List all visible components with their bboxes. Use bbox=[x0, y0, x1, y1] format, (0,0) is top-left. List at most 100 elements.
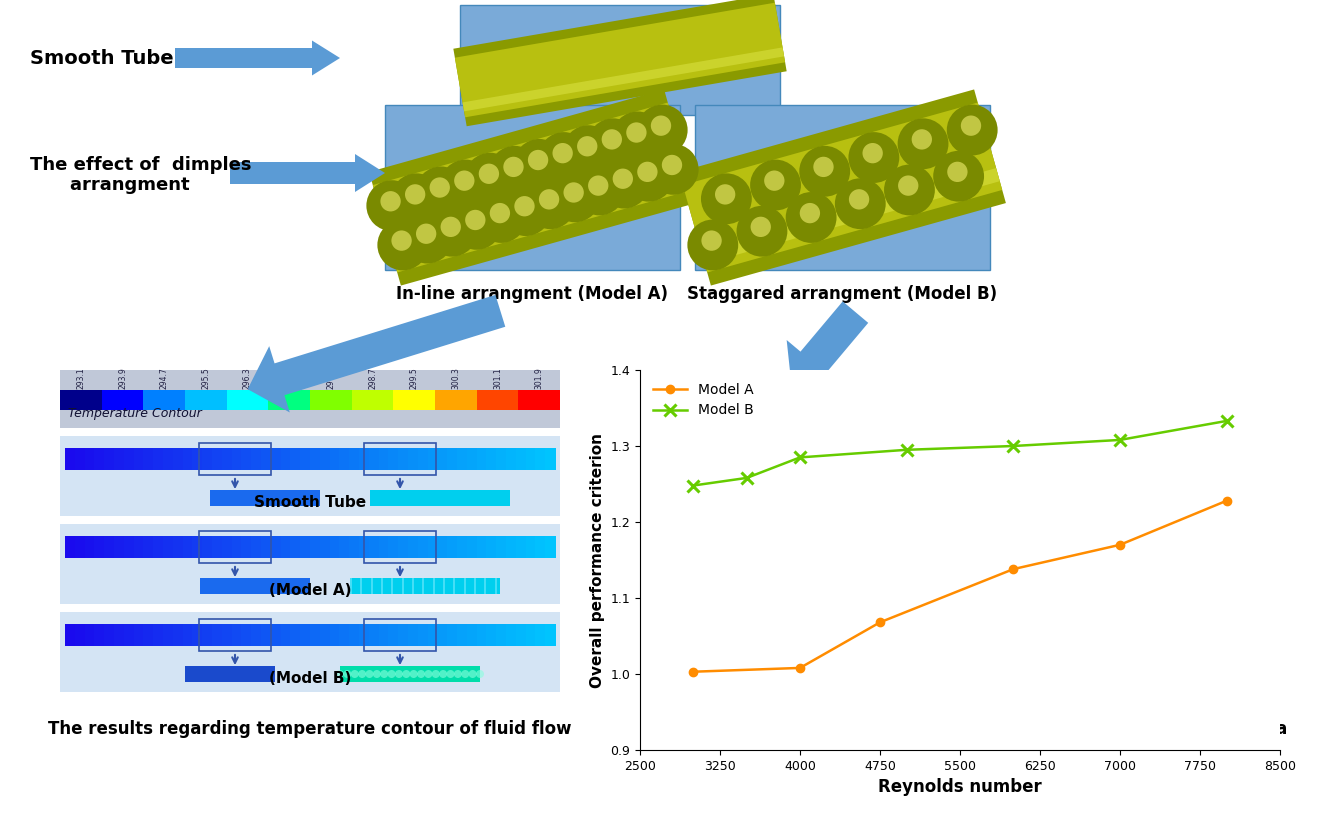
Bar bbox=[65, 536, 555, 558]
Circle shape bbox=[478, 164, 499, 184]
Bar bbox=[309, 448, 321, 470]
Bar bbox=[515, 536, 527, 558]
Bar bbox=[163, 624, 174, 646]
Bar bbox=[467, 536, 478, 558]
Circle shape bbox=[405, 184, 425, 204]
Bar bbox=[222, 624, 232, 646]
Circle shape bbox=[394, 670, 402, 678]
Circle shape bbox=[911, 129, 932, 149]
Circle shape bbox=[552, 143, 572, 164]
Bar bbox=[515, 448, 527, 470]
Bar bbox=[280, 624, 291, 646]
Circle shape bbox=[503, 157, 523, 177]
Polygon shape bbox=[369, 90, 696, 286]
Circle shape bbox=[849, 189, 870, 209]
Circle shape bbox=[538, 132, 590, 183]
Bar bbox=[418, 448, 429, 470]
Polygon shape bbox=[355, 154, 385, 192]
Bar bbox=[428, 448, 438, 470]
Bar bbox=[143, 624, 154, 646]
Bar bbox=[201, 578, 309, 594]
Bar bbox=[388, 624, 400, 646]
Bar bbox=[262, 536, 272, 558]
Circle shape bbox=[465, 153, 515, 203]
Bar bbox=[477, 390, 518, 410]
Circle shape bbox=[550, 172, 600, 222]
Bar bbox=[526, 624, 537, 646]
Bar bbox=[457, 448, 467, 470]
Bar bbox=[457, 536, 467, 558]
Bar bbox=[94, 536, 105, 558]
Circle shape bbox=[750, 217, 770, 237]
Bar bbox=[104, 624, 116, 646]
Bar bbox=[85, 624, 96, 646]
Circle shape bbox=[563, 183, 584, 203]
Bar bbox=[349, 448, 360, 470]
Circle shape bbox=[651, 115, 671, 136]
Bar bbox=[448, 448, 458, 470]
Model B bbox=[1005, 441, 1021, 451]
Bar bbox=[242, 448, 252, 470]
Circle shape bbox=[701, 231, 721, 251]
Bar bbox=[378, 448, 389, 470]
Bar bbox=[467, 448, 478, 470]
Bar bbox=[371, 490, 510, 506]
Circle shape bbox=[574, 164, 625, 216]
Circle shape bbox=[799, 203, 821, 223]
Bar bbox=[329, 536, 340, 558]
Bar bbox=[526, 536, 537, 558]
Bar bbox=[85, 448, 96, 470]
Bar bbox=[485, 578, 486, 594]
Circle shape bbox=[454, 670, 462, 678]
Circle shape bbox=[514, 196, 535, 217]
Bar bbox=[60, 524, 560, 604]
Bar bbox=[183, 448, 194, 470]
Circle shape bbox=[452, 199, 502, 250]
Circle shape bbox=[377, 220, 428, 271]
Bar bbox=[271, 624, 282, 646]
Text: Smooth Tube: Smooth Tube bbox=[31, 48, 174, 67]
Circle shape bbox=[409, 670, 418, 678]
Bar bbox=[143, 448, 154, 470]
Circle shape bbox=[578, 136, 598, 156]
Bar bbox=[134, 448, 145, 470]
Bar bbox=[506, 448, 517, 470]
Circle shape bbox=[373, 670, 381, 678]
Circle shape bbox=[514, 139, 564, 190]
Bar bbox=[153, 448, 163, 470]
Bar bbox=[433, 578, 434, 594]
Bar bbox=[102, 390, 143, 410]
Bar bbox=[378, 624, 389, 646]
Bar bbox=[546, 536, 556, 558]
Bar bbox=[163, 536, 174, 558]
Circle shape bbox=[402, 212, 453, 263]
Bar bbox=[193, 448, 203, 470]
Bar bbox=[143, 390, 185, 410]
Bar bbox=[65, 624, 555, 646]
Bar bbox=[351, 578, 352, 594]
Bar bbox=[428, 536, 438, 558]
Bar bbox=[422, 578, 425, 594]
Text: The results regarding temperature contour of fluid flow: The results regarding temperature contou… bbox=[48, 720, 572, 738]
Text: 293.9: 293.9 bbox=[118, 367, 127, 389]
Bar bbox=[388, 448, 400, 470]
Bar bbox=[309, 624, 321, 646]
Circle shape bbox=[490, 203, 510, 223]
Circle shape bbox=[648, 144, 699, 195]
Bar bbox=[251, 448, 262, 470]
Circle shape bbox=[898, 119, 948, 169]
Text: 295.5: 295.5 bbox=[202, 367, 210, 389]
Bar bbox=[193, 536, 203, 558]
Bar bbox=[359, 448, 369, 470]
Bar bbox=[393, 390, 436, 410]
Bar bbox=[398, 624, 409, 646]
Line: Model B: Model B bbox=[687, 415, 1232, 491]
Circle shape bbox=[367, 180, 417, 231]
Circle shape bbox=[539, 189, 559, 209]
Bar bbox=[385, 105, 680, 270]
Bar bbox=[271, 536, 282, 558]
Bar bbox=[104, 448, 116, 470]
Circle shape bbox=[637, 105, 688, 155]
Model B bbox=[899, 445, 915, 455]
Bar bbox=[210, 490, 320, 506]
